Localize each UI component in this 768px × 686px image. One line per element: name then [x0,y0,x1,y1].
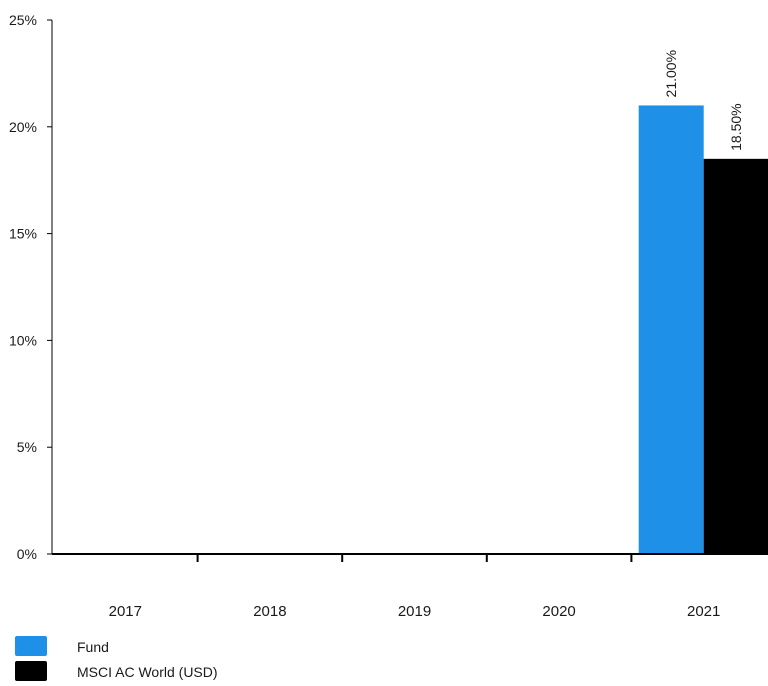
bar-chart: 0%5%10%15%20%25% 21.00%18.50% 2017 2018 20… [9,12,768,620]
bar-value-label: 21.00% [663,50,679,97]
y-tick-label: 10% [9,332,37,348]
x-axis-ticks: 2017 2018 2019 2020 2021 [52,553,768,620]
x-tick-label: 2019 [398,603,431,620]
y-axis-ticks: 0% 5% 10% 15% 20% 25% [9,12,52,562]
x-tick-label: 2020 [542,603,575,620]
legend-label-msci: MSCI AC World (USD) [77,664,218,680]
y-tick-label: 0% [17,546,37,562]
y-tick-label: 20% [9,119,37,135]
legend-swatch-fund [15,636,47,656]
y-tick-label: 5% [17,439,37,455]
x-tick-label: 2018 [253,603,286,620]
legend-swatch-msci [15,661,47,681]
y-tick-label: 15% [9,226,37,242]
bar-value-label: 18.50% [728,103,744,150]
bar-value-labels: 21.00% 18.50% [663,50,744,151]
legend-label-fund: Fund [77,639,109,655]
x-tick-label: 2017 [109,603,142,620]
bar-fund-2021 [638,105,704,554]
x-tick-label: 2021 [687,603,720,620]
y-tick-label: 25% [9,12,37,28]
bars [638,105,768,554]
bar-msci-2021 [703,158,768,554]
